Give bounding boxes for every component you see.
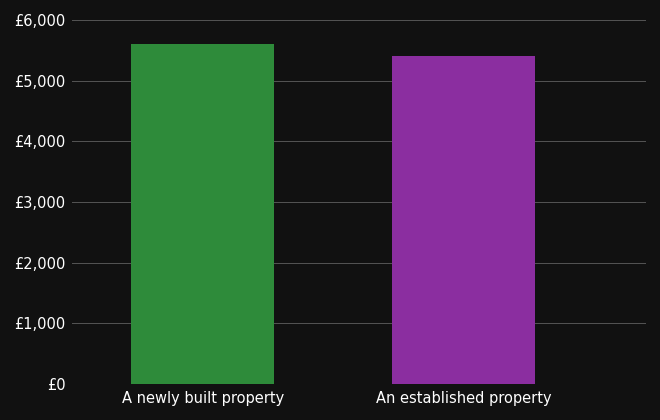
Bar — [392, 56, 535, 384]
Bar — [131, 44, 275, 384]
